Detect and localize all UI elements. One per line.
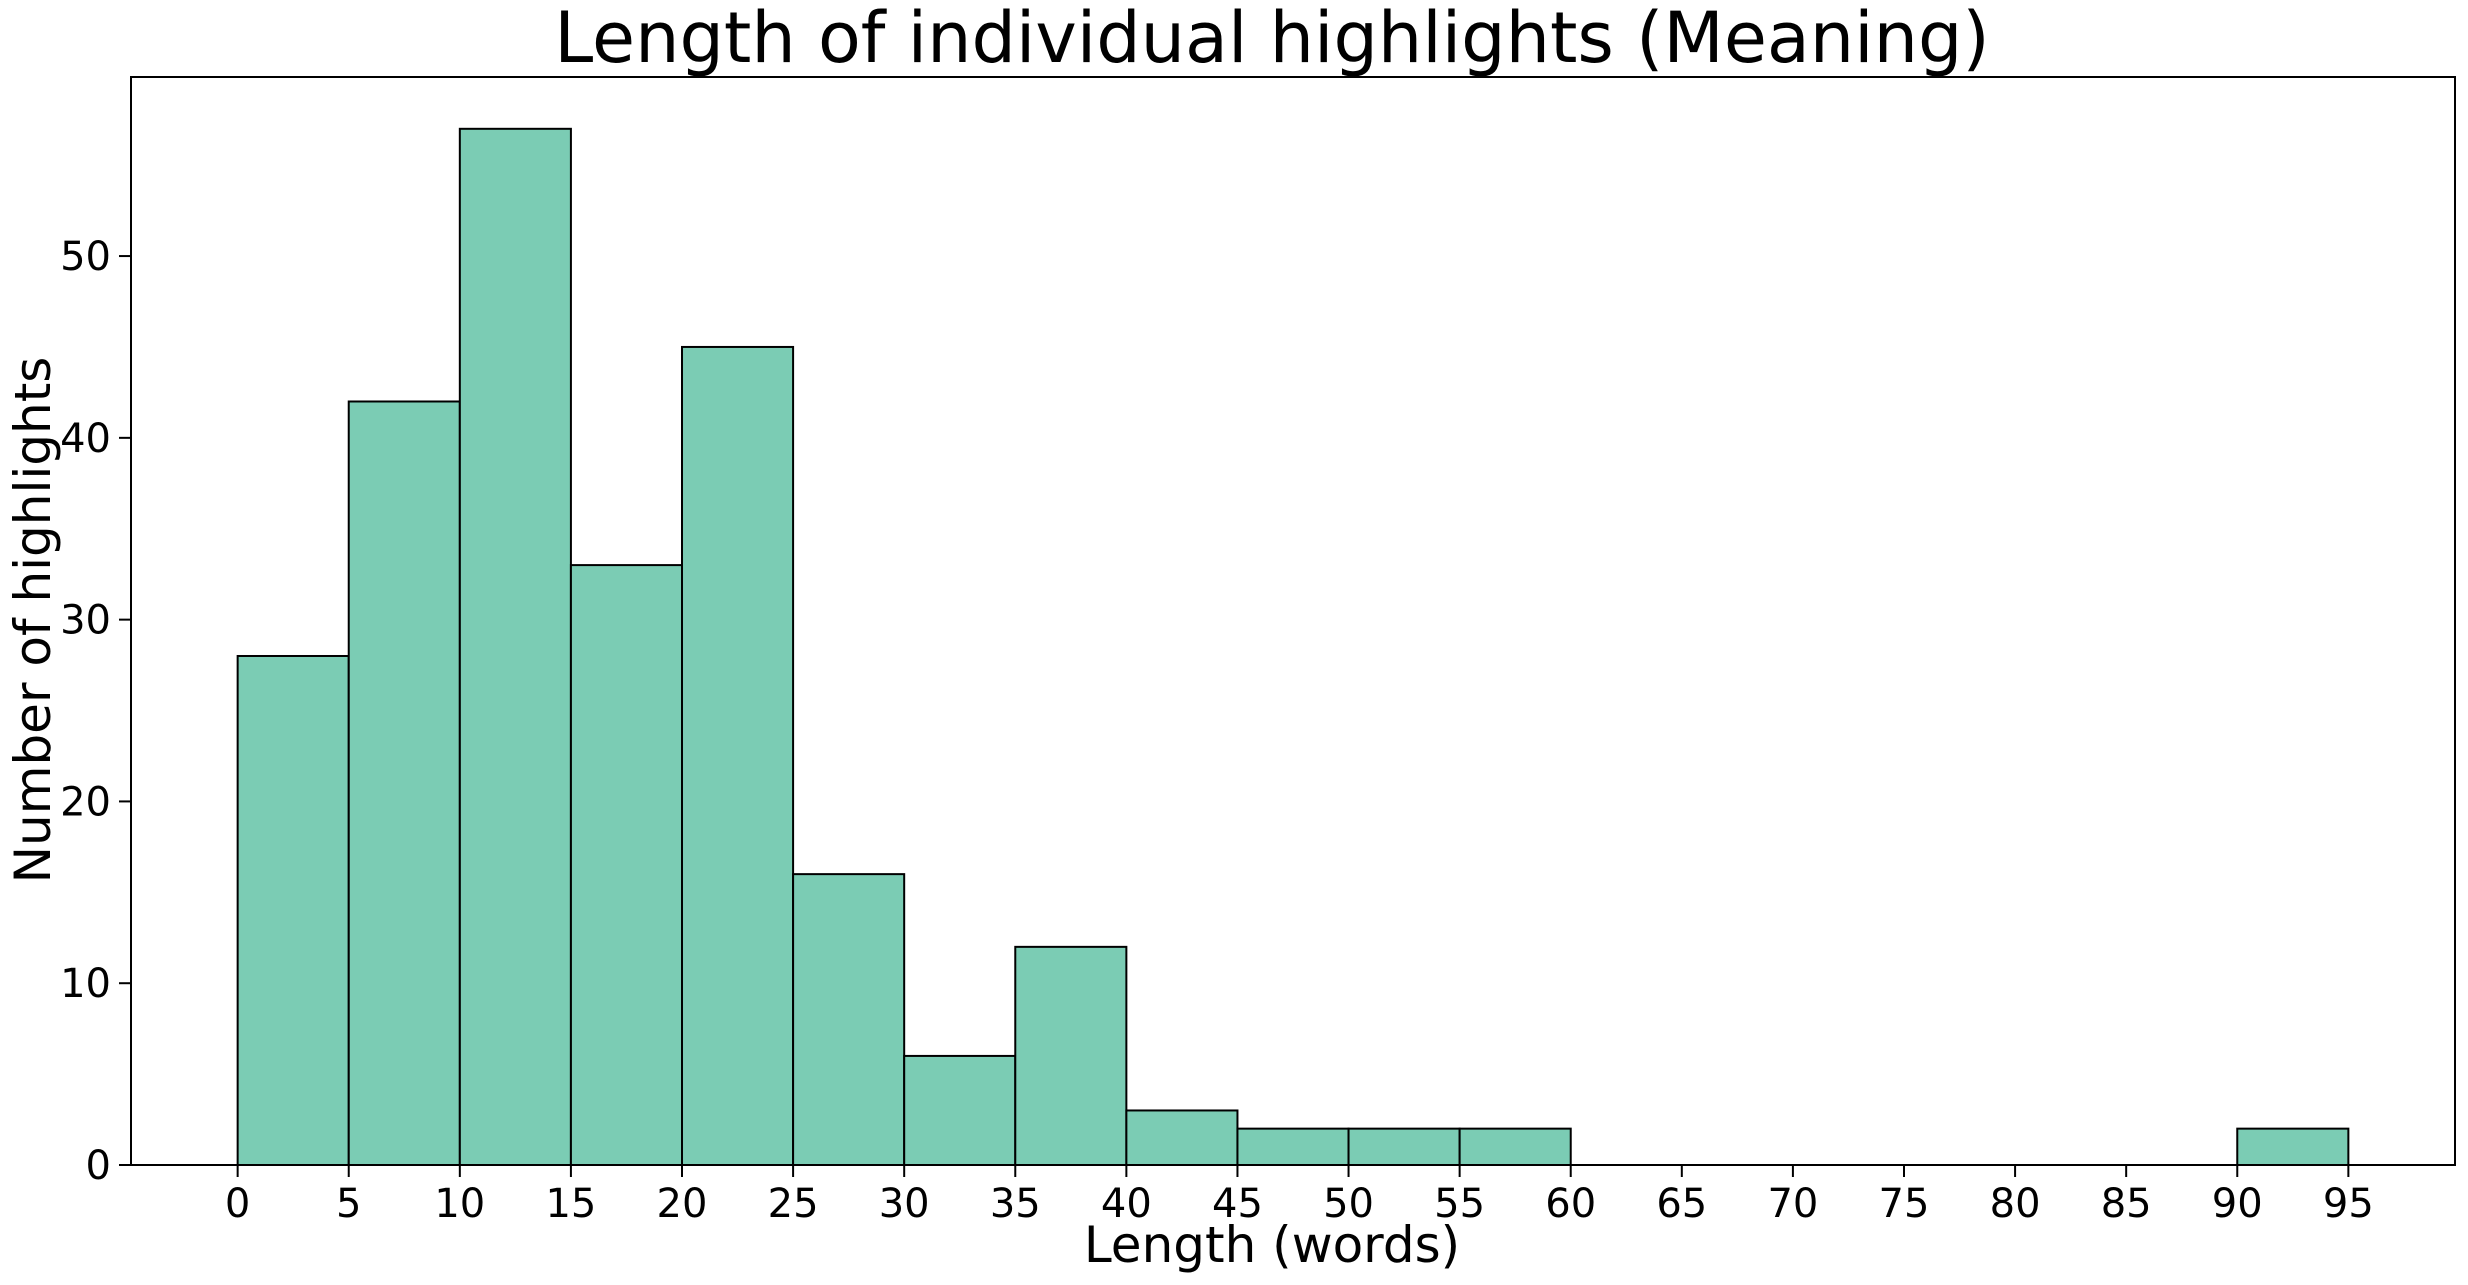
x-tick-label: 5 (336, 1181, 361, 1227)
bar-0-5 (236, 654, 350, 1166)
x-tick-label: 65 (1656, 1181, 1707, 1227)
y-tick-label: 20 (60, 779, 111, 825)
x-tick-label: 80 (1990, 1181, 2041, 1227)
bar-40-45 (1125, 1109, 1239, 1166)
bar-30-35 (903, 1054, 1017, 1167)
y-tick-label: 30 (60, 598, 111, 644)
x-tick-label: 15 (545, 1181, 596, 1227)
bar-15-20 (569, 564, 684, 1166)
bar-10-15 (458, 127, 572, 1166)
bars-group (236, 127, 2350, 1167)
y-tick-label: 40 (60, 416, 111, 462)
chart-title: Length of individual highlights (Meaning… (554, 0, 1989, 79)
x-tick-label: 40 (1101, 1181, 1152, 1227)
plot-frame (130, 76, 2456, 1166)
x-tick-label: 45 (1212, 1181, 1263, 1227)
bar-25-30 (792, 873, 906, 1166)
x-tick-label: 55 (1434, 1181, 1485, 1227)
x-axis-label: Length (words) (1084, 1216, 1460, 1274)
x-tick-label: 10 (434, 1181, 485, 1227)
x-tick-label: 30 (879, 1181, 930, 1227)
x-tick-label: 50 (1323, 1181, 1374, 1227)
y-axis-ticks: 0 10 20 30 40 50 (60, 234, 131, 1189)
bar-35-40 (1014, 945, 1128, 1166)
x-tick-label: 90 (2212, 1181, 2263, 1227)
x-tick-label: 85 (2101, 1181, 2152, 1227)
x-tick-label: 20 (657, 1181, 708, 1227)
y-tick-label: 10 (60, 961, 111, 1007)
y-axis-label: Number of highlights (4, 357, 62, 884)
bar-5-10 (347, 400, 461, 1167)
x-tick-label: 60 (1545, 1181, 1596, 1227)
bar-90-95 (2236, 1127, 2350, 1167)
x-tick-label: 75 (1879, 1181, 1930, 1227)
x-tick-label: 0 (225, 1181, 250, 1227)
bar-50-55 (1347, 1127, 1461, 1167)
x-tick-label: 25 (768, 1181, 819, 1227)
bar-20-25 (681, 345, 795, 1166)
bar-45-50 (1236, 1127, 1350, 1167)
y-tick-label: 50 (60, 234, 111, 280)
bar-55-60 (1458, 1127, 1572, 1167)
x-axis-ticks: 0 5 10 15 20 25 30 35 40 45 50 55 60 65 70 75 80 85 90 95 (225, 1165, 2374, 1227)
x-tick-label: 35 (990, 1181, 1041, 1227)
x-tick-label: 95 (2323, 1181, 2374, 1227)
y-tick-label: 0 (86, 1143, 111, 1189)
x-tick-label: 70 (1767, 1181, 1818, 1227)
